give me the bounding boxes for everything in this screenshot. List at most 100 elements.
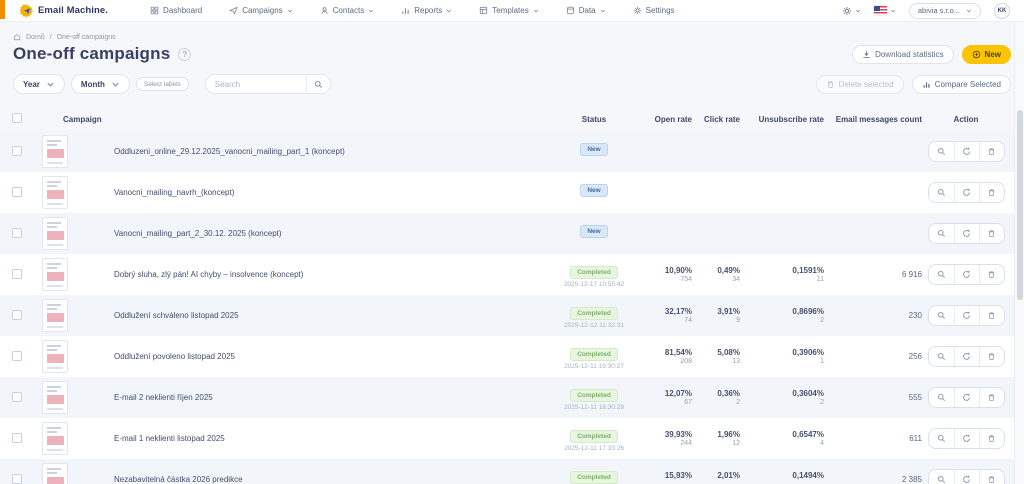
- contacts-icon: [321, 7, 328, 14]
- refresh-button[interactable]: [953, 470, 979, 484]
- row-checkbox[interactable]: [12, 227, 22, 238]
- scrollbar-thumb[interactable]: [1017, 110, 1023, 300]
- trash-icon: [988, 189, 995, 196]
- campaign-name[interactable]: E-mail 2 neklienti říjen 2025: [114, 393, 213, 402]
- campaign-name[interactable]: Dobrý sluha, zlý pán! AI chyby – insolve…: [114, 270, 304, 279]
- click-rate-count: [692, 189, 740, 197]
- view-button[interactable]: [928, 347, 954, 366]
- row-checkbox[interactable]: [12, 432, 22, 443]
- year-filter-label: Year: [23, 79, 40, 89]
- delete-button[interactable]: [978, 224, 1004, 243]
- select-all-checkbox[interactable]: [12, 113, 22, 123]
- row-checkbox[interactable]: [12, 350, 22, 361]
- nav-item-dashboard[interactable]: Dashboard: [150, 6, 202, 15]
- select-labels-button[interactable]: Select labels: [135, 77, 189, 91]
- delete-button[interactable]: [978, 306, 1004, 325]
- avatar[interactable]: KK: [994, 2, 1010, 19]
- row-checkbox[interactable]: [12, 145, 22, 156]
- row-checkbox[interactable]: [12, 473, 22, 484]
- delete-button[interactable]: [978, 470, 1004, 484]
- campaign-thumbnail[interactable]: [42, 176, 68, 209]
- help-icon[interactable]: ?: [178, 47, 192, 61]
- view-button[interactable]: [928, 470, 954, 484]
- account-select[interactable]: abivia s.r.o...: [908, 2, 981, 19]
- refresh-button[interactable]: [953, 429, 979, 448]
- campaign-thumbnail[interactable]: [42, 422, 68, 455]
- delete-button[interactable]: [978, 265, 1004, 284]
- refresh-button[interactable]: [953, 388, 979, 407]
- nav-label: Dashboard: [163, 6, 203, 15]
- delete-button[interactable]: [978, 429, 1004, 448]
- unsubscribe-rate-value: 0,1494%: [792, 470, 824, 480]
- view-button[interactable]: [928, 224, 954, 243]
- download-statistics-button[interactable]: Download statistics: [852, 44, 954, 64]
- table-header: Campaign Status Open rate Click rate Uns…: [0, 107, 1024, 131]
- nav-item-reports[interactable]: Reports: [401, 6, 452, 15]
- refresh-button[interactable]: [953, 183, 979, 202]
- status-badge: Completed: [570, 348, 618, 361]
- language-dropdown[interactable]: [873, 6, 896, 15]
- nav-label: Contacts: [332, 6, 365, 15]
- nav-item-data[interactable]: Data: [566, 6, 606, 15]
- campaign-name[interactable]: Nezabavitelná částka 2026 predikce: [114, 475, 243, 484]
- compare-selected-button[interactable]: Compare Selected: [911, 74, 1011, 94]
- campaign-thumbnail[interactable]: [42, 217, 68, 250]
- vertical-scrollbar[interactable]: [1014, 22, 1024, 484]
- view-button[interactable]: [928, 388, 954, 407]
- row-checkbox[interactable]: [12, 268, 22, 279]
- refresh-button[interactable]: [953, 142, 979, 161]
- nav-item-templates[interactable]: Templates: [479, 6, 538, 15]
- table-row: Dobrý sluha, zlý pán! AI chyby – insolve…: [0, 254, 1024, 295]
- row-checkbox[interactable]: [12, 309, 22, 320]
- campaign-thumbnail[interactable]: [42, 299, 68, 332]
- campaign-name[interactable]: Oddlužení povoleno listopad 2025: [114, 352, 235, 361]
- refresh-button[interactable]: [953, 306, 979, 325]
- row-checkbox[interactable]: [12, 391, 22, 402]
- year-filter[interactable]: Year: [13, 74, 65, 94]
- refresh-button[interactable]: [953, 265, 979, 284]
- month-filter-label: Month: [80, 79, 105, 89]
- logo[interactable]: Email Machine.: [20, 3, 108, 18]
- view-button[interactable]: [928, 183, 954, 202]
- view-button[interactable]: [928, 265, 954, 284]
- delete-selected-button[interactable]: Delete selected: [815, 74, 904, 94]
- campaign-name[interactable]: Vanocni_mailing_part_2_30.12. 2025 (konc…: [114, 229, 282, 238]
- nav-label: Reports: [414, 6, 443, 15]
- open-rate-count: [640, 189, 692, 197]
- nav-item-contacts[interactable]: Contacts: [320, 6, 375, 15]
- search-button[interactable]: [305, 75, 330, 93]
- month-filter[interactable]: Month: [70, 74, 130, 94]
- dashboard-icon: [150, 6, 159, 15]
- nav-item-settings[interactable]: Settings: [633, 6, 675, 15]
- topbar-right: abivia s.r.o... KK: [842, 2, 1010, 19]
- campaign-name[interactable]: Vanocni_mailing_navrh_(koncept): [114, 188, 235, 197]
- campaign-name[interactable]: Oddluzeni_online_29.12.2025_vanocni_mail…: [114, 147, 345, 156]
- campaign-thumbnail[interactable]: [42, 340, 68, 373]
- delete-button[interactable]: [978, 183, 1004, 202]
- view-button[interactable]: [928, 306, 954, 325]
- chevron-down-icon: [533, 9, 538, 12]
- campaign-thumbnail[interactable]: [42, 258, 68, 291]
- delete-button[interactable]: [978, 347, 1004, 366]
- search-input[interactable]: [205, 75, 306, 93]
- click-rate-count: 2: [736, 398, 740, 406]
- nav-item-campaigns[interactable]: Campaigns: [229, 6, 292, 15]
- campaign-name[interactable]: E-mail 1 neklienti listopad 2025: [114, 434, 225, 443]
- view-button[interactable]: [928, 429, 954, 448]
- unsubscribe-rate-count: 2: [820, 316, 824, 324]
- delete-button[interactable]: [978, 388, 1004, 407]
- campaign-thumbnail[interactable]: [42, 135, 68, 168]
- new-button[interactable]: New: [961, 44, 1011, 64]
- breadcrumb-home[interactable]: Domů: [26, 33, 45, 41]
- bar-chart-icon: [402, 8, 409, 14]
- campaign-thumbnail[interactable]: [42, 463, 68, 484]
- refresh-button[interactable]: [953, 347, 979, 366]
- campaign-thumbnail[interactable]: [42, 381, 68, 414]
- gear-icon: [842, 6, 851, 15]
- refresh-button[interactable]: [953, 224, 979, 243]
- row-checkbox[interactable]: [12, 186, 22, 197]
- delete-button[interactable]: [978, 142, 1004, 161]
- settings-dropdown[interactable]: [842, 6, 861, 16]
- view-button[interactable]: [928, 142, 954, 161]
- campaign-name[interactable]: Oddlužení schváleno listopad 2025: [114, 311, 239, 320]
